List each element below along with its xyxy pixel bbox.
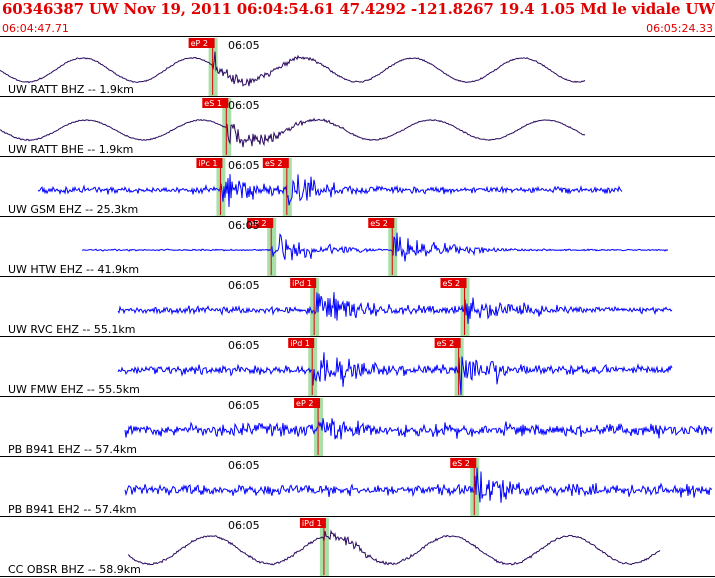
pick-marker <box>247 218 274 228</box>
minute-tick-label: 06:05 <box>228 339 260 352</box>
pick-label: eS 2 <box>265 159 283 168</box>
minute-tick-label: 06:05 <box>228 279 260 292</box>
waveform-trace <box>81 232 669 262</box>
station-label: UW FMW EHZ -- 55.5km <box>8 383 140 396</box>
pick-marker <box>440 278 467 288</box>
pick-marker <box>288 338 315 348</box>
station-label: PB B941 EHZ -- 57.4km <box>8 443 137 456</box>
minute-tick-label: 06:05 <box>228 39 260 52</box>
station-label: CC OBSR BHZ -- 58.9km <box>8 563 141 576</box>
pick-label: iPd 1 <box>290 339 310 348</box>
time-start-label: 06:04:47.71 <box>2 22 69 35</box>
pick-label: eP 2 <box>296 399 313 408</box>
pick-marker <box>262 158 289 168</box>
pick-label: eS 2 <box>370 219 388 228</box>
station-label: PB B941 EH2 -- 57.4km <box>8 503 136 516</box>
pick-marker <box>294 398 321 408</box>
waveform-trace <box>0 117 586 148</box>
pick-label: iPd 1 <box>302 519 322 528</box>
pick-marker <box>299 518 326 528</box>
pick-marker <box>202 98 229 108</box>
minute-tick-label: 06:05 <box>228 219 260 232</box>
pick-label: eS 1 <box>204 99 222 108</box>
pick-marker <box>188 38 215 48</box>
waveform-trace <box>0 51 586 87</box>
pick-label: iPc 1 <box>198 159 217 168</box>
pick-label: eP 2 <box>249 219 266 228</box>
minute-tick-label: 06:05 <box>228 99 260 112</box>
station-label: UW RVC EHZ -- 55.1km <box>8 323 135 336</box>
minute-tick-label: 06:05 <box>228 519 260 532</box>
pick-label: eS 2 <box>452 459 470 468</box>
time-end-label: 06:05:24.33 <box>646 22 713 35</box>
station-label: UW GSM EHZ -- 25.3km <box>8 203 138 216</box>
waveform-trace <box>124 467 713 503</box>
event-title: 60346387 UW Nov 19, 2011 06:04:54.61 47.… <box>2 0 715 18</box>
station-label: UW RATT BHE -- 1.9km <box>8 143 133 156</box>
station-label: UW RATT BHZ -- 1.9km <box>8 83 134 96</box>
pick-marker <box>196 158 223 168</box>
pick-label: iPd 1 <box>292 279 312 288</box>
minute-tick-label: 06:05 <box>228 399 260 412</box>
pick-marker <box>434 338 461 348</box>
pick-label: eS 2 <box>437 339 455 348</box>
minute-tick-label: 06:05 <box>228 159 260 172</box>
waveform-trace <box>117 292 673 324</box>
pick-label: eP 2 <box>191 39 208 48</box>
pick-marker <box>450 458 477 468</box>
waveform-trace <box>124 418 713 440</box>
minute-tick-label: 06:05 <box>228 459 260 472</box>
waveform-trace <box>127 529 661 566</box>
waveform-trace <box>37 174 623 208</box>
pick-marker <box>290 278 317 288</box>
station-label: UW HTW EHZ -- 41.9km <box>8 263 139 276</box>
waveform-trace <box>117 352 673 396</box>
pick-label: eS 2 <box>442 279 460 288</box>
pick-marker <box>368 218 395 228</box>
